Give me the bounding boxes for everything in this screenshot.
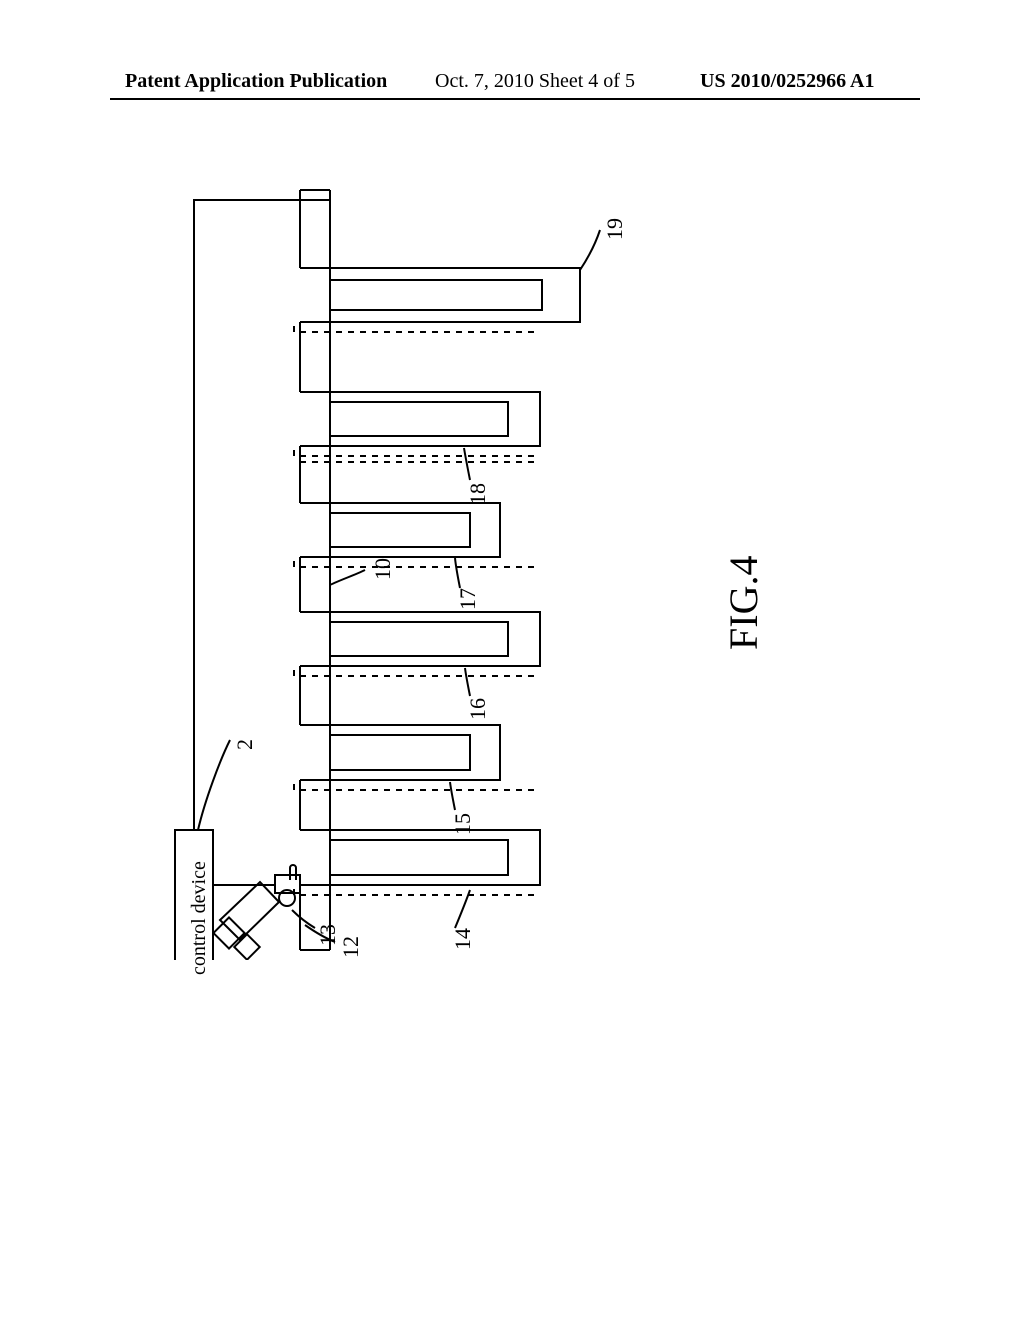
ref-18: 18 (465, 483, 491, 505)
ref-12: 12 (338, 936, 364, 958)
ref-10: 10 (370, 558, 396, 580)
header-rule (110, 98, 920, 100)
header-pub-number: US 2010/0252966 A1 (700, 70, 874, 93)
ref-2: 2 (232, 739, 258, 750)
ref-14: 14 (450, 928, 476, 950)
page-header: Patent Application Publication Oct. 7, 2… (0, 70, 1024, 100)
header-publication: Patent Application Publication (125, 70, 387, 93)
control-device-label: control device (188, 861, 211, 975)
ref-13: 13 (315, 924, 341, 946)
ref-19: 19 (602, 218, 628, 240)
ref-15: 15 (450, 813, 476, 835)
ref-16: 16 (465, 698, 491, 720)
figure-4: FIG.4 control device 2 10 12 13 14 15 16… (120, 180, 900, 960)
ref-17: 17 (455, 588, 481, 610)
header-date-sheet: Oct. 7, 2010 Sheet 4 of 5 (435, 70, 635, 93)
figure-svg (120, 180, 900, 960)
figure-label: FIG.4 (720, 556, 767, 650)
